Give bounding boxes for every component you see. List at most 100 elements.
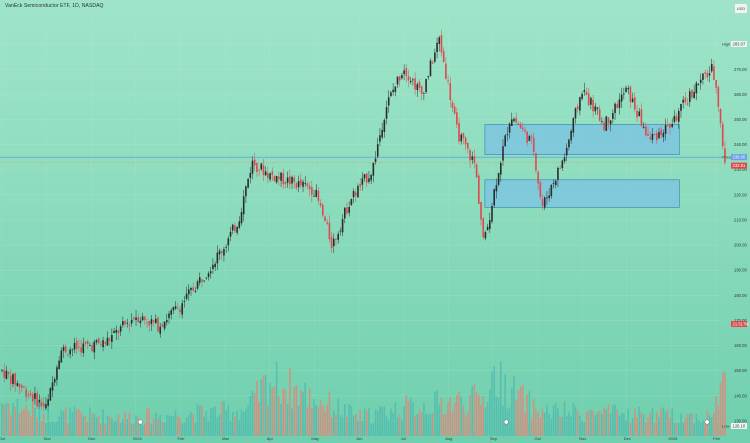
volume-bar bbox=[464, 415, 467, 436]
candle-body bbox=[585, 91, 588, 95]
candle-body bbox=[372, 162, 375, 176]
volume-bar bbox=[601, 413, 603, 436]
candle-body bbox=[130, 319, 133, 324]
candle-body bbox=[280, 172, 282, 181]
candle-body bbox=[708, 73, 711, 76]
volume-bar bbox=[669, 417, 671, 436]
volume-bar bbox=[357, 420, 359, 436]
volume-bar bbox=[150, 424, 153, 436]
candle-body bbox=[95, 340, 98, 343]
candle-body bbox=[467, 142, 469, 149]
volume-bar bbox=[583, 422, 586, 436]
volume-bar bbox=[297, 405, 300, 436]
candle-body bbox=[194, 290, 197, 292]
candle-body bbox=[526, 131, 528, 143]
volume-bar bbox=[691, 412, 693, 436]
candle-body bbox=[583, 90, 586, 92]
volume-bar bbox=[478, 395, 480, 436]
candle-body bbox=[682, 99, 684, 103]
volume-bar bbox=[311, 408, 313, 436]
volume-bar bbox=[684, 419, 687, 436]
y-tick-label: 220.00 bbox=[734, 192, 747, 197]
volume-bar bbox=[91, 412, 93, 436]
candle-body bbox=[497, 173, 500, 185]
volume-bar bbox=[563, 401, 566, 436]
volume-bar bbox=[403, 406, 405, 436]
volume-bar bbox=[352, 415, 355, 436]
volume-bar bbox=[67, 423, 69, 436]
candle-body bbox=[517, 123, 520, 125]
candle-body bbox=[45, 404, 47, 409]
candle-body bbox=[609, 120, 612, 125]
volume-bar bbox=[227, 405, 230, 436]
candle-body bbox=[539, 182, 542, 198]
candle-body bbox=[174, 306, 177, 309]
support-resistance-zone bbox=[484, 124, 680, 156]
volume-bar bbox=[133, 424, 135, 436]
candle-body bbox=[594, 106, 597, 112]
volume-bar bbox=[354, 413, 357, 436]
candle-body bbox=[161, 324, 164, 327]
volume-bar bbox=[702, 420, 704, 436]
volume-bar bbox=[1, 403, 3, 436]
candle-body bbox=[313, 195, 315, 197]
candle-body bbox=[438, 37, 441, 45]
candle-body bbox=[205, 277, 208, 279]
volume-bar bbox=[282, 388, 285, 436]
candle-body bbox=[47, 399, 49, 406]
candle-body bbox=[231, 224, 234, 231]
candle-body bbox=[150, 319, 153, 324]
candle-body bbox=[568, 139, 570, 148]
volume-bar bbox=[414, 415, 416, 436]
volume-bar bbox=[284, 389, 287, 436]
candle-body bbox=[212, 264, 214, 269]
volume-bar bbox=[401, 420, 403, 436]
volume-bar bbox=[51, 420, 54, 436]
x-tick-label: Jun bbox=[356, 436, 362, 441]
candle-body bbox=[31, 394, 34, 402]
volume-bar bbox=[218, 414, 221, 436]
candle-body bbox=[576, 106, 579, 109]
volume-bar bbox=[27, 410, 30, 436]
candle-body bbox=[284, 182, 287, 185]
candle-body bbox=[697, 84, 700, 86]
volume-bar bbox=[614, 404, 616, 436]
volume-bar bbox=[42, 413, 45, 436]
volume-bar bbox=[412, 402, 414, 436]
candle-body bbox=[179, 309, 181, 313]
volume-bar bbox=[570, 416, 572, 436]
candle-body bbox=[436, 42, 438, 53]
low-badge-label: Low bbox=[722, 424, 729, 429]
volume-bar bbox=[581, 420, 583, 436]
volume-bar bbox=[258, 402, 260, 436]
candle-body bbox=[429, 60, 432, 76]
volume-bar bbox=[269, 383, 271, 436]
volume-bar bbox=[170, 416, 172, 436]
volume-bar bbox=[568, 411, 570, 436]
volume-bar bbox=[201, 405, 203, 436]
candle-body bbox=[510, 119, 513, 126]
candle-body bbox=[546, 197, 548, 199]
volume-bar bbox=[671, 408, 673, 436]
candle-body bbox=[381, 129, 383, 138]
candle-body bbox=[166, 320, 168, 323]
candle-body bbox=[486, 226, 489, 231]
volume-bar bbox=[271, 387, 274, 436]
candle-body bbox=[660, 129, 663, 135]
volume-bar bbox=[623, 413, 625, 436]
high-badge-label: High bbox=[722, 42, 730, 47]
candle-body bbox=[275, 175, 278, 183]
candle-body bbox=[677, 110, 680, 122]
x-tick-label: Apr bbox=[267, 436, 274, 441]
candle-body bbox=[447, 80, 449, 82]
candle-body bbox=[710, 64, 713, 72]
candle-body bbox=[458, 123, 460, 142]
volume-bar bbox=[209, 408, 212, 436]
volume-bar bbox=[460, 396, 463, 436]
candle-body bbox=[456, 112, 458, 125]
volume-bar bbox=[596, 412, 599, 436]
volume-bar bbox=[392, 413, 394, 436]
currency-badge[interactable]: USD bbox=[734, 3, 748, 14]
volume-bar bbox=[240, 409, 243, 436]
